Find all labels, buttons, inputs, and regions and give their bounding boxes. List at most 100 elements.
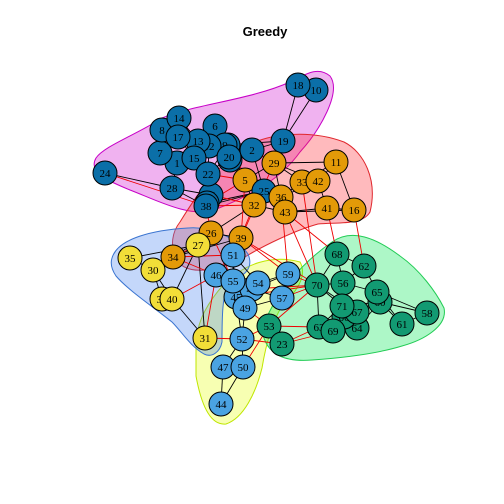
node-label: 31 xyxy=(200,333,211,345)
node-65[interactable]: 65 xyxy=(364,279,390,305)
node-19[interactable]: 19 xyxy=(270,128,296,154)
node-circle xyxy=(245,270,271,296)
node-label: 38 xyxy=(201,201,213,213)
node-28[interactable]: 28 xyxy=(159,175,185,201)
node-label: 36 xyxy=(276,192,288,204)
node-label: 16 xyxy=(349,205,361,217)
node-23-community-5[interactable]: 23 xyxy=(269,331,295,357)
node-29[interactable]: 29 xyxy=(261,150,287,176)
node-label: 26 xyxy=(206,228,218,240)
node-68[interactable]: 68 xyxy=(324,241,350,267)
node-27[interactable]: 27 xyxy=(185,232,211,258)
node-label: 28 xyxy=(167,183,179,195)
node-label: 53 xyxy=(264,321,276,333)
node-label: 65 xyxy=(372,287,384,299)
node-35[interactable]: 35 xyxy=(117,245,143,271)
node-circle xyxy=(159,175,185,201)
node-label: 34 xyxy=(168,252,180,264)
node-5[interactable]: 5 xyxy=(232,167,258,193)
node-circle xyxy=(241,192,267,218)
node-circle xyxy=(269,285,295,311)
node-circle xyxy=(239,137,265,163)
node-58[interactable]: 58 xyxy=(414,300,440,326)
node-circle xyxy=(304,272,330,298)
node-label: 52 xyxy=(237,334,248,346)
node-label: 7 xyxy=(157,148,163,160)
node-label: 56 xyxy=(338,278,350,290)
node-32[interactable]: 32 xyxy=(241,192,267,218)
node-label: 59 xyxy=(283,269,295,281)
node-43[interactable]: 43 xyxy=(272,199,298,225)
node-label: 15 xyxy=(189,153,201,165)
node-51[interactable]: 51 xyxy=(220,242,246,268)
node-30[interactable]: 30 xyxy=(140,257,166,283)
node-11[interactable]: 11 xyxy=(323,149,349,175)
node-16[interactable]: 16 xyxy=(341,197,367,223)
node-41[interactable]: 41 xyxy=(314,195,340,221)
node-label: 39 xyxy=(236,233,248,245)
node-label: 71 xyxy=(337,301,348,313)
node-label: 23 xyxy=(277,339,289,351)
node-71[interactable]: 71 xyxy=(329,293,355,319)
node-circle xyxy=(269,331,295,357)
node-label: 55 xyxy=(228,276,240,288)
node-61[interactable]: 61 xyxy=(389,311,415,337)
node-69[interactable]: 69 xyxy=(320,318,346,344)
node-label: 1 xyxy=(174,158,180,170)
node-label: 20 xyxy=(224,152,236,164)
node-62[interactable]: 62 xyxy=(351,253,377,279)
node-circle xyxy=(256,313,282,339)
plot-title: Greedy xyxy=(243,24,289,39)
node-54[interactable]: 54 xyxy=(245,270,271,296)
node-2[interactable]: 2 xyxy=(239,137,265,163)
node-label: 64 xyxy=(352,323,364,335)
node-15[interactable]: 15 xyxy=(181,145,207,171)
node-24[interactable]: 24 xyxy=(92,160,118,186)
node-31[interactable]: 31 xyxy=(192,325,218,351)
node-circle xyxy=(140,257,166,283)
node-56[interactable]: 56 xyxy=(330,270,356,296)
node-circle xyxy=(272,199,298,225)
node-circle xyxy=(232,167,258,193)
node-34[interactable]: 34 xyxy=(160,244,186,270)
node-47[interactable]: 47 xyxy=(210,354,236,380)
node-circle xyxy=(165,124,191,150)
node-53[interactable]: 53 xyxy=(256,313,282,339)
node-circle xyxy=(364,279,390,305)
node-label: 33 xyxy=(297,177,309,189)
node-circle xyxy=(192,325,218,351)
node-38[interactable]: 38 xyxy=(193,193,219,219)
node-18[interactable]: 18 xyxy=(285,72,311,98)
node-50[interactable]: 50 xyxy=(230,354,256,380)
node-49[interactable]: 49 xyxy=(232,295,258,321)
node-label: 6 xyxy=(212,121,218,133)
node-label: 46 xyxy=(211,270,223,282)
node-label: 67 xyxy=(352,307,364,319)
node-circle xyxy=(160,244,186,270)
node-44[interactable]: 44 xyxy=(208,391,234,417)
inter-community-edge xyxy=(301,181,318,286)
node-label: 2 xyxy=(249,145,255,157)
node-55[interactable]: 55 xyxy=(220,268,246,294)
node-57[interactable]: 57 xyxy=(269,285,295,311)
node-22[interactable]: 22 xyxy=(195,161,221,187)
node-label: 70 xyxy=(312,280,324,292)
node-20[interactable]: 20 xyxy=(216,144,242,170)
node-label: 41 xyxy=(322,203,333,215)
node-70[interactable]: 70 xyxy=(304,272,330,298)
node-label: 5 xyxy=(242,175,248,187)
node-circle xyxy=(414,300,440,326)
node-59[interactable]: 59 xyxy=(275,261,301,287)
node-label: 13 xyxy=(193,136,205,148)
node-label: 14 xyxy=(174,113,186,125)
node-circle xyxy=(329,293,355,319)
node-17[interactable]: 17 xyxy=(165,124,191,150)
node-label: 40 xyxy=(167,294,179,306)
node-52[interactable]: 52 xyxy=(229,326,255,352)
node-label: 29 xyxy=(269,158,281,170)
node-circle xyxy=(389,311,415,337)
node-label: 24 xyxy=(100,168,112,180)
node-42[interactable]: 42 xyxy=(305,168,331,194)
node-40[interactable]: 40 xyxy=(159,286,185,312)
